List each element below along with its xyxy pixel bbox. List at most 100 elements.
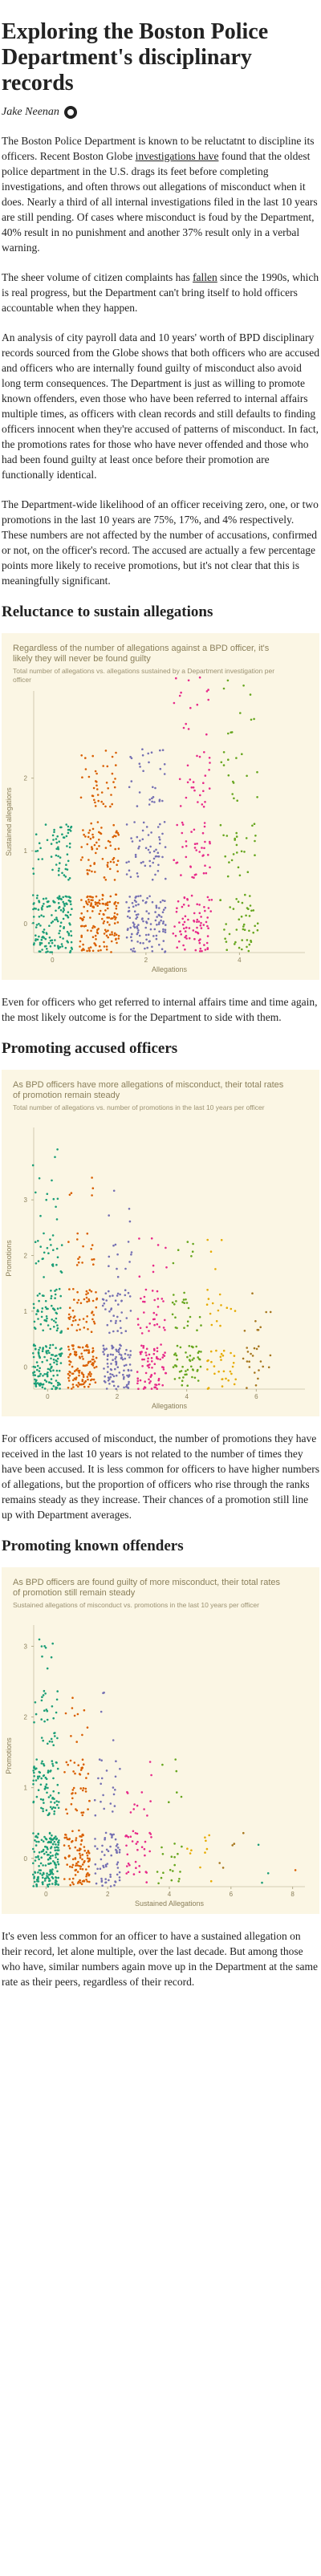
data-point (147, 848, 150, 851)
data-point (189, 706, 192, 709)
data-point (51, 1388, 54, 1390)
data-point (251, 824, 254, 827)
data-point (256, 796, 258, 798)
data-point (72, 1319, 75, 1323)
data-point (55, 1363, 59, 1366)
data-point (209, 1879, 213, 1883)
data-point (42, 1347, 44, 1349)
data-point (135, 900, 137, 904)
data-point (144, 1371, 148, 1375)
data-point (170, 1855, 173, 1858)
data-point (40, 1737, 43, 1739)
data-point (160, 1846, 163, 1849)
data-point (75, 1264, 79, 1266)
data-point (219, 1324, 221, 1327)
data-point (105, 948, 108, 951)
data-point (47, 1367, 50, 1371)
data-point (107, 907, 109, 910)
data-point (109, 860, 112, 863)
data-point (161, 799, 164, 802)
data-point (87, 1328, 89, 1331)
data-point (234, 1310, 237, 1312)
data-point (196, 1329, 198, 1331)
data-point (51, 1234, 55, 1237)
data-point (165, 1371, 168, 1375)
data-point (186, 898, 189, 900)
data-point (67, 916, 70, 919)
data-point (141, 748, 144, 750)
data-point (105, 782, 108, 784)
data-point (121, 1358, 124, 1361)
data-point (82, 1318, 85, 1320)
y-tick-label: 0 (24, 920, 28, 928)
data-point (132, 949, 134, 953)
data-point (47, 1252, 50, 1254)
data-point (113, 934, 116, 937)
chart-subtitle: Total number of allegations vs. allegati… (13, 667, 274, 684)
data-point (91, 835, 95, 839)
data-point (142, 1345, 145, 1347)
data-point (32, 872, 35, 875)
inline-link[interactable]: investigations have (135, 150, 219, 162)
data-point (250, 718, 253, 721)
data-point (117, 1351, 120, 1353)
data-point (54, 1156, 56, 1159)
data-point (221, 1355, 225, 1357)
data-point (128, 786, 131, 789)
data-point (33, 1775, 35, 1778)
data-point (95, 1356, 98, 1359)
data-point (199, 924, 202, 927)
data-point (127, 1871, 130, 1874)
data-point (156, 851, 160, 854)
data-point (243, 851, 246, 853)
data-point (37, 1789, 40, 1791)
data-point (92, 1258, 95, 1261)
data-point (91, 827, 95, 831)
data-point (81, 1355, 83, 1358)
data-point (59, 1383, 61, 1386)
data-point (48, 924, 51, 927)
data-point (50, 1656, 53, 1659)
data-point (55, 854, 58, 857)
data-point (178, 921, 181, 924)
data-point (187, 728, 190, 730)
data-point (41, 904, 44, 908)
data-point (83, 1859, 86, 1863)
data-point (148, 851, 152, 854)
data-point (151, 900, 154, 904)
data-point (43, 1720, 46, 1723)
data-point (52, 1806, 55, 1809)
data-point (104, 928, 107, 932)
data-point (73, 1714, 76, 1717)
data-point (173, 859, 175, 861)
data-point (39, 1355, 41, 1359)
data-point (106, 901, 109, 904)
data-point (77, 1385, 79, 1388)
data-point (185, 937, 188, 940)
data-point (41, 1294, 44, 1297)
data-point (55, 1347, 57, 1349)
data-point (40, 907, 43, 909)
data-point (79, 945, 81, 948)
data-point (183, 927, 185, 930)
github-icon[interactable] (63, 106, 77, 119)
data-point (184, 948, 186, 951)
data-point (95, 1306, 98, 1309)
data-point (66, 845, 68, 847)
data-point (172, 1870, 174, 1872)
data-point (89, 1360, 91, 1363)
data-point (203, 822, 206, 824)
data-point (112, 858, 114, 861)
data-point (61, 945, 63, 948)
data-point (173, 1353, 176, 1356)
data-point (63, 927, 65, 929)
data-point (100, 1777, 104, 1780)
data-point (148, 940, 151, 943)
data-point (71, 1863, 75, 1867)
inline-link[interactable]: fallen (193, 271, 217, 283)
data-point (145, 1871, 148, 1874)
data-point (78, 1355, 81, 1359)
data-point (110, 1363, 112, 1365)
data-point (112, 1786, 115, 1789)
data-point (91, 1318, 94, 1321)
